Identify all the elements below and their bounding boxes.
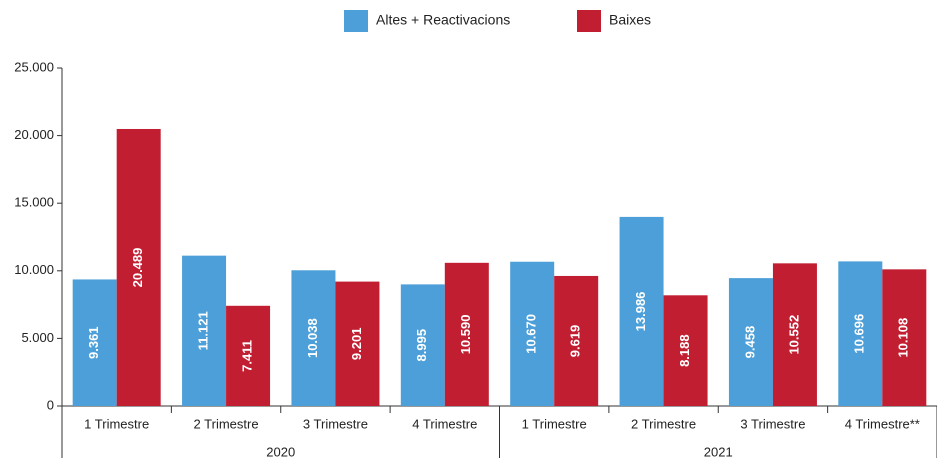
bar — [882, 269, 927, 406]
bar — [728, 278, 773, 406]
bar — [772, 263, 817, 406]
value-label: 10.670 — [524, 314, 539, 354]
value-label: 10.108 — [896, 318, 911, 358]
y-tick-label: 15.000 — [14, 195, 54, 210]
value-label: 7.411 — [240, 340, 255, 372]
y-tick-label: 20.000 — [14, 127, 54, 142]
value-label: 10.590 — [458, 315, 473, 355]
bar — [182, 255, 227, 406]
bar — [444, 262, 489, 406]
bar — [335, 281, 380, 406]
legend-label: Altes + Reactivacions — [376, 12, 510, 28]
x-group-label: 2020 — [266, 444, 295, 459]
bar — [400, 284, 445, 406]
x-group-label: 2021 — [704, 444, 733, 459]
value-label: 20.489 — [130, 248, 145, 288]
x-tick-label: 2 Trimestre — [631, 416, 696, 431]
value-label: 11.121 — [196, 311, 211, 350]
value-label: 9.361 — [86, 326, 101, 359]
value-label: 9.619 — [568, 325, 583, 358]
y-tick-label: 5.000 — [21, 330, 54, 345]
bar — [554, 275, 599, 406]
y-tick-label: 10.000 — [14, 262, 54, 277]
bar — [226, 305, 271, 406]
y-tick-label: 0 — [47, 397, 54, 412]
x-tick-label: 4 Trimestre** — [845, 416, 920, 431]
x-tick-label: 3 Trimestre — [303, 416, 368, 431]
value-label: 10.038 — [305, 318, 320, 358]
x-tick-label: 2 Trimestre — [194, 416, 259, 431]
bar — [663, 295, 708, 406]
bar — [838, 261, 883, 406]
x-tick-label: 1 Trimestre — [522, 416, 587, 431]
legend-swatch — [344, 10, 368, 32]
value-label: 13.986 — [633, 292, 648, 332]
x-tick-label: 1 Trimestre — [84, 416, 149, 431]
bar — [116, 128, 161, 407]
bar — [619, 216, 664, 406]
value-label: 9.201 — [349, 328, 364, 361]
bar — [291, 270, 336, 406]
y-tick-label: 25.000 — [14, 59, 54, 74]
legend-swatch — [577, 10, 601, 32]
bar — [510, 261, 555, 406]
legend-label: Baixes — [609, 12, 651, 28]
bar — [72, 279, 117, 406]
x-tick-label: 4 Trimestre — [412, 416, 477, 431]
value-label: 10.696 — [852, 314, 867, 354]
x-tick-label: 3 Trimestre — [740, 416, 805, 431]
value-label: 10.552 — [786, 315, 801, 355]
value-label: 9.458 — [742, 326, 757, 359]
value-label: 8.995 — [414, 329, 429, 362]
value-label: 8.188 — [677, 334, 692, 367]
